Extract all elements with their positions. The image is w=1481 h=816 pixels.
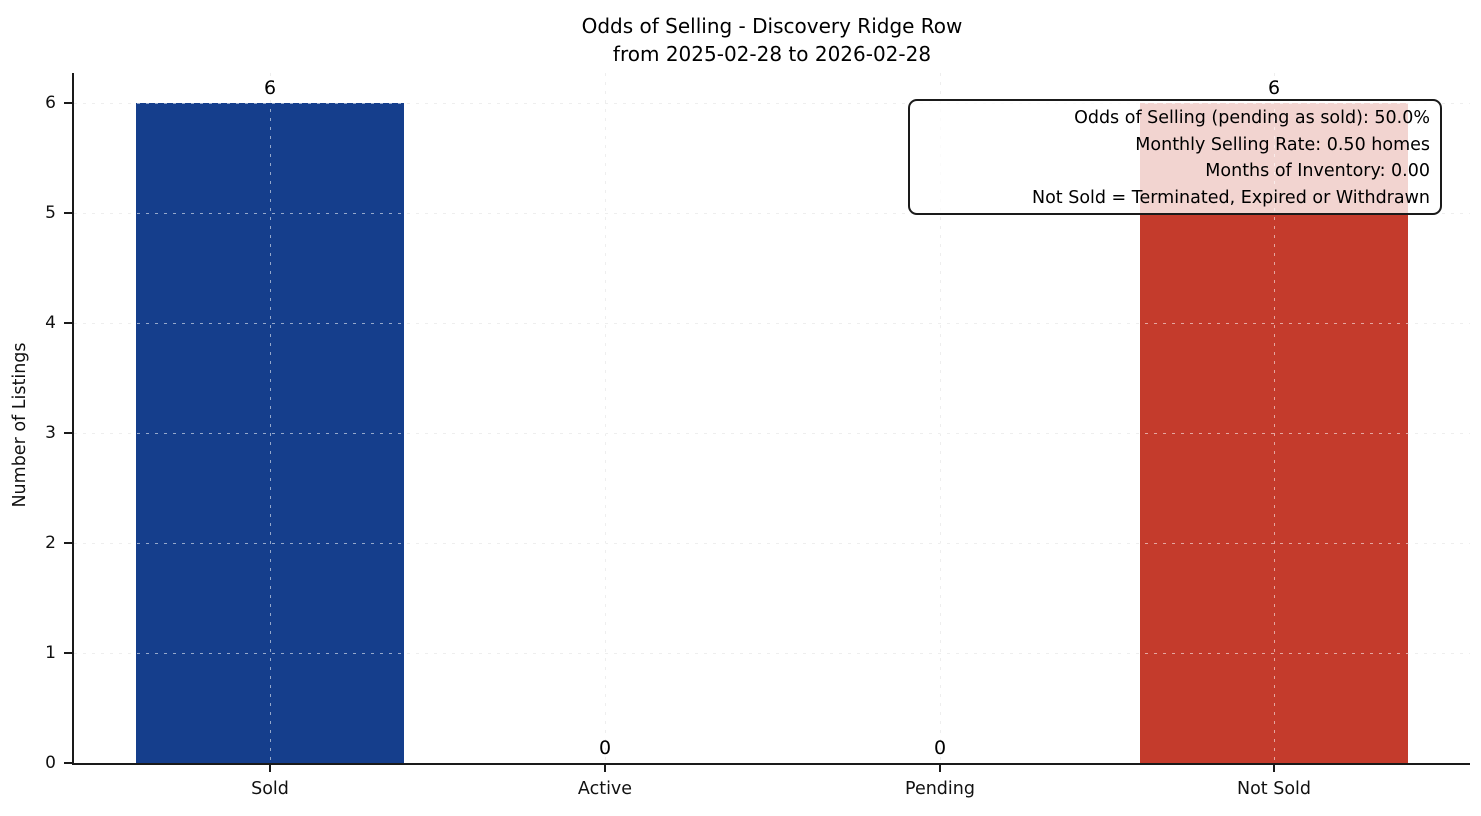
h-gridline-overlay: [74, 432, 1470, 434]
bar-value-label: 0: [933, 737, 947, 759]
y-tick-label: 4: [45, 313, 56, 333]
bar-value-label: 6: [263, 77, 277, 99]
x-tick-mark: [1273, 763, 1275, 772]
annotation-box: Odds of Selling (pending as sold): 50.0%…: [908, 99, 1442, 215]
h-gridline-overlay: [74, 652, 1470, 654]
y-tick-mark: [64, 102, 74, 104]
h-gridline-overlay: [74, 102, 1470, 104]
v-gridline-overlay: [939, 73, 941, 763]
v-gridline-overlay: [604, 73, 606, 763]
x-tick-label: Sold: [251, 779, 289, 799]
h-gridline-overlay: [74, 212, 1470, 214]
annotation-line-odds: Odds of Selling (pending as sold): 50.0%: [1074, 108, 1430, 128]
y-tick-label: 0: [45, 753, 56, 773]
chart-title: Odds of Selling - Discovery Ridge Row: [581, 14, 963, 38]
bar-value-label: 0: [598, 737, 612, 759]
y-tick-mark: [64, 432, 74, 434]
y-tick-label: 5: [45, 203, 56, 223]
plot-area: Odds of Selling (pending as sold): 50.0%…: [45, 73, 1470, 799]
v-gridline-overlay: [269, 73, 271, 763]
annotation-line-notsold-def: Not Sold = Terminated, Expired or Withdr…: [1031, 187, 1430, 208]
y-tick-mark: [64, 322, 74, 324]
chart-subtitle: from 2025-02-28 to 2026-02-28: [612, 42, 932, 66]
y-tick-mark: [64, 652, 74, 654]
h-gridline-overlay: [74, 542, 1470, 544]
annotation-line-rate: Monthly Selling Rate: 0.50 homes: [1135, 134, 1430, 155]
v-gridline-overlay: [1273, 73, 1275, 763]
y-tick-mark: [64, 542, 74, 544]
y-tick-label: 1: [45, 643, 56, 663]
x-tick-label: Not Sold: [1236, 779, 1311, 799]
bar-value-label: 6: [1267, 77, 1281, 99]
y-tick-label: 6: [45, 93, 56, 113]
h-gridline-overlay: [74, 322, 1470, 324]
y-tick-label: 2: [45, 533, 56, 553]
x-tick-mark: [604, 763, 606, 772]
y-tick-label: 3: [45, 423, 56, 443]
annotation-line-inventory: Months of Inventory: 0.00: [1205, 161, 1430, 181]
y-tick-mark: [64, 762, 74, 764]
x-tick-mark: [939, 763, 941, 772]
x-tick-label: Pending: [905, 779, 975, 799]
x-tick-label: Active: [577, 779, 633, 799]
x-tick-mark: [269, 763, 271, 772]
y-tick-mark: [64, 212, 74, 214]
